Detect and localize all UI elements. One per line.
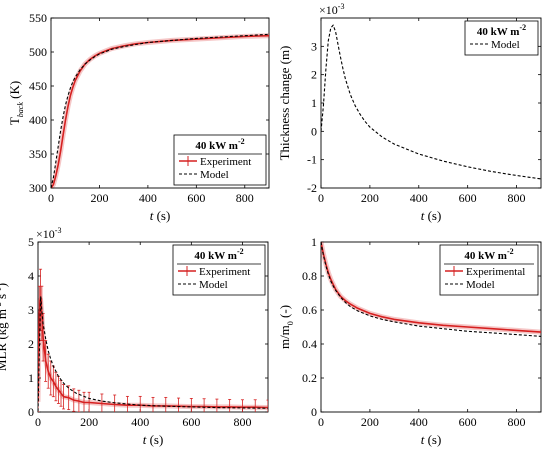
x-tick-label: 600 xyxy=(459,415,477,429)
x-tick-label: 0 xyxy=(48,191,54,205)
legend-box xyxy=(173,134,267,186)
x-tick-label: 600 xyxy=(182,415,200,429)
legend-label: Model xyxy=(466,279,495,291)
x-axis-label: t (s) xyxy=(421,432,442,447)
y-tick-label: 0 xyxy=(311,405,317,419)
x-tick-label: 400 xyxy=(410,191,428,205)
y-tick-label: -1 xyxy=(307,153,317,167)
y-tick-label: 2 xyxy=(311,68,317,82)
y-tick-label: 5 xyxy=(28,235,34,249)
y-tick-label: 0 xyxy=(311,124,317,138)
x-tick-label: 0 xyxy=(318,191,324,205)
y-tick-label: 1 xyxy=(311,235,317,249)
y-tick-label: 4 xyxy=(28,269,34,283)
x-tick-label: 0 xyxy=(35,415,41,429)
legend-box xyxy=(439,244,539,296)
plot-area xyxy=(51,33,269,188)
legend-box xyxy=(172,244,266,296)
legend-title: 40 kW m-2​ xyxy=(195,137,244,152)
plot-area xyxy=(321,24,541,180)
y-tick-label: 0 xyxy=(28,405,34,419)
x-axis-label: t (s) xyxy=(150,208,171,223)
model-line xyxy=(38,295,268,412)
chart-panel: 0 200 400 600 800 0 1 2 3 4 5×10-3​ t (s) MLR (kg m-… xyxy=(0,226,269,447)
y-axis-label: Tback (K) xyxy=(7,81,25,125)
x-axis-label: t (s) xyxy=(421,208,442,223)
x-tick-label: 200 xyxy=(361,415,379,429)
legend: 40 kW m-2​Model xyxy=(464,20,539,56)
x-tick-label: 200 xyxy=(80,415,98,429)
y-tick-label: 450 xyxy=(29,79,47,93)
y-exponent-label: ×10-3​ xyxy=(319,2,344,17)
x-tick-label: 400 xyxy=(131,415,149,429)
legend-label: Experimental xyxy=(466,266,525,278)
chart-panel: 0 200 400 600 800 300 350 400 450 500 550 t (s) Tbac… xyxy=(7,11,270,223)
y-tick-label: 0.8 xyxy=(302,269,317,283)
legend-label: Model xyxy=(199,279,228,291)
x-tick-label: 800 xyxy=(236,191,254,205)
x-tick-label: 800 xyxy=(233,415,251,429)
legend-label: Model xyxy=(491,39,520,51)
legend-label: Experiment xyxy=(199,266,250,278)
y-tick-label: 500 xyxy=(29,45,47,59)
chart-panel: 0 200 400 600 800 -2 -1 0 1 2 3 ×10-3​ t (s) Thicknes… xyxy=(277,2,542,223)
x-tick-label: 0 xyxy=(318,415,324,429)
experiment-line xyxy=(321,242,541,333)
experiment-line xyxy=(38,298,268,409)
model-line xyxy=(321,242,541,337)
legend-title: 40 kW m-2​ xyxy=(464,247,513,262)
y-tick-label: 2 xyxy=(28,337,34,351)
legend-title: 40 kW m-2​ xyxy=(194,247,243,262)
y-axis-label: MLR (kg m-2 s-1) xyxy=(0,283,9,371)
x-tick-label: 200 xyxy=(90,191,108,205)
y-tick-label: 300 xyxy=(29,181,47,195)
legend-box xyxy=(464,20,539,56)
y-axis-label: Thickness change (m) xyxy=(277,46,292,161)
x-tick-label: 600 xyxy=(187,191,205,205)
y-tick-label: 3 xyxy=(28,303,34,317)
legend-title: 40 kW m-2​ xyxy=(477,23,526,38)
legend-label: Model xyxy=(200,169,229,181)
y-tick-label: 1 xyxy=(311,96,317,110)
plot-area xyxy=(38,268,268,412)
model-line xyxy=(51,33,269,188)
chart-panel: 0 200 400 600 800 0 0.2 0.4 0.6 0.8 1 t (s) m/m0 (-)… xyxy=(277,235,542,447)
y-tick-label: 0.4 xyxy=(302,337,317,351)
y-tick-label: 550 xyxy=(29,11,47,25)
y-tick-label: 400 xyxy=(29,113,47,127)
x-axis-label: t (s) xyxy=(143,432,164,447)
y-axis-label: m/m0 (-) xyxy=(277,305,295,349)
legend-label: Experiment xyxy=(200,156,251,168)
y-exponent-label: ×10-3​ xyxy=(36,226,61,241)
y-tick-label: 1 xyxy=(28,371,34,385)
y-tick-label: 350 xyxy=(29,147,47,161)
x-tick-label: 400 xyxy=(410,415,428,429)
x-tick-label: 400 xyxy=(139,191,157,205)
x-tick-label: 200 xyxy=(361,191,379,205)
y-tick-label: 0.2 xyxy=(302,371,317,385)
x-tick-label: 800 xyxy=(508,191,526,205)
model-line xyxy=(321,24,541,180)
plot-area xyxy=(321,242,541,337)
y-tick-label: 0.6 xyxy=(302,303,317,317)
x-tick-label: 800 xyxy=(508,415,526,429)
y-tick-label: 3 xyxy=(311,39,317,53)
y-tick-label: -2 xyxy=(307,181,317,195)
x-tick-label: 600 xyxy=(459,191,477,205)
